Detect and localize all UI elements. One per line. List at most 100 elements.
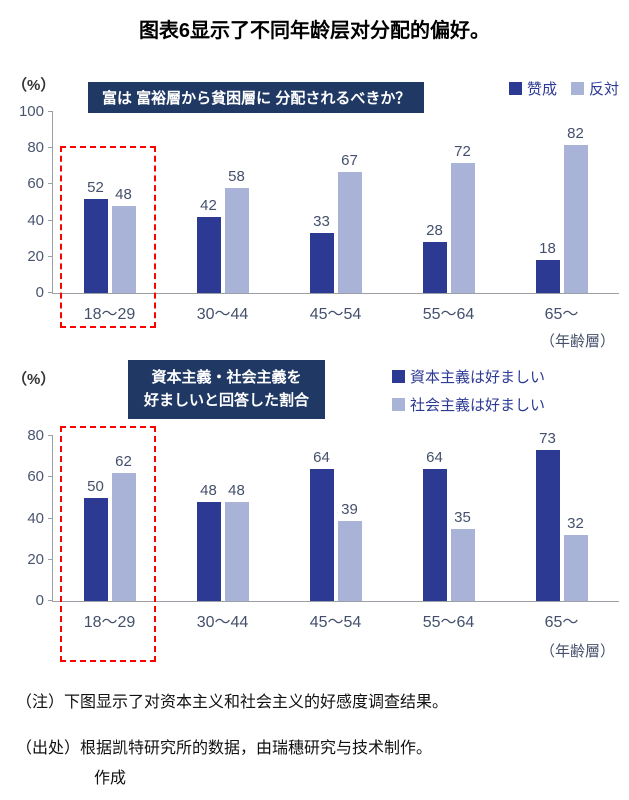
chart-title-box: 富は 富裕層から貧困層に 分配されるべきか？ <box>88 82 425 113</box>
chart-title-line-1: 資本主義・社会主義を <box>151 369 302 386</box>
bar <box>224 502 249 601</box>
y-tick-label: 60 <box>27 175 44 193</box>
bar <box>196 502 221 601</box>
y-tick-mark <box>48 517 53 519</box>
bar-value-label: 42 <box>200 196 217 214</box>
bar-value-label: 32 <box>567 515 584 532</box>
bar-value-label: 39 <box>341 500 358 518</box>
bar-value-label: 28 <box>426 222 443 240</box>
footnote-1: （注）下图显示了对资本主义和社会主义的好感度调查结果。 <box>16 694 449 711</box>
bar <box>422 469 447 601</box>
page-title: 图表6显示了不同年龄层对分配的偏好。 <box>138 20 491 42</box>
bar <box>563 144 588 293</box>
y-tick-label: 40 <box>27 211 44 229</box>
bar <box>196 216 221 293</box>
legend: 赞成 反対 <box>508 78 619 99</box>
bar-value-label: 52 <box>87 178 104 196</box>
bar-groups: 50 62 18～29 48 48 30～44 64 39 45～54 64 35 55～64 73 32… <box>53 430 618 631</box>
category-label: 65～ <box>544 306 579 323</box>
bar <box>535 450 560 601</box>
bar-with-label: 18 <box>535 240 560 293</box>
y-tick-mark <box>48 476 53 478</box>
bar-value-label: 82 <box>567 124 584 142</box>
category-label: 45～54 <box>309 614 362 631</box>
bar-with-label: 35 <box>450 508 475 601</box>
bar-with-label: 64 <box>309 449 334 601</box>
bar-with-label: 42 <box>196 196 221 293</box>
y-tick-label: 20 <box>27 247 44 265</box>
legend-item-socialism: 社会主義は好ましい <box>392 394 545 415</box>
category-label: 30～44 <box>196 614 249 631</box>
bar-groups: 52 48 18～29 42 58 30～44 33 67 45～54 28 72 55～64 18 82… <box>53 112 618 323</box>
x-axis-note: （年齢層） <box>539 333 615 350</box>
legend-label: 反対 <box>588 81 619 98</box>
category-label: 30～44 <box>196 306 249 323</box>
bar-value-label: 62 <box>115 453 132 471</box>
category-label: 18～29 <box>83 614 136 631</box>
bar-with-label: 48 <box>224 482 249 601</box>
bar-group: 42 58 30～44 <box>166 112 279 323</box>
bar-with-label: 48 <box>196 482 221 601</box>
bar-group: 50 62 18～29 <box>53 436 166 631</box>
legend-label: 赞成 <box>526 81 557 98</box>
bar-with-label: 67 <box>337 151 362 293</box>
bar-group: 73 32 65～ <box>505 430 618 631</box>
bar-value-label: 58 <box>228 168 245 186</box>
bar-with-label: 50 <box>83 478 108 601</box>
legend-label: 資本主義は好ましい <box>410 369 546 386</box>
bar <box>563 535 588 601</box>
bar-value-label: 64 <box>426 449 443 466</box>
y-axis-unit-label: （%） <box>12 371 56 388</box>
bar <box>111 473 136 601</box>
y-axis-unit-label: （%） <box>12 77 56 94</box>
legend-swatch-dark-icon <box>508 82 522 95</box>
bar-with-label: 62 <box>111 453 136 601</box>
bar-with-label: 58 <box>224 168 249 293</box>
bar <box>535 260 560 293</box>
y-tick-label: 80 <box>27 427 44 444</box>
bar-group: 52 48 18～29 <box>53 112 166 323</box>
bar-value-label: 64 <box>313 449 330 466</box>
bar <box>422 242 447 293</box>
legend-item-oppose: 反対 <box>570 78 619 99</box>
category-label: 45～54 <box>309 306 362 323</box>
bar <box>83 497 108 601</box>
bar-value-label: 67 <box>341 151 358 169</box>
bar-with-label: 48 <box>111 186 136 293</box>
chart-title-box: 資本主義・社会主義を 好ましいと回答した割合 <box>128 360 326 419</box>
bar-value-label: 48 <box>200 482 217 499</box>
highlight-box-18-29 <box>60 146 156 328</box>
legend-label: 社会主義は好ましい <box>410 397 546 414</box>
y-tick-mark <box>48 558 53 560</box>
bar-with-label: 52 <box>83 178 108 293</box>
x-axis-note: （年齢層） <box>539 643 615 660</box>
bar <box>450 162 475 293</box>
bar-with-label: 32 <box>563 515 588 601</box>
bar-with-label: 28 <box>422 222 447 293</box>
bar-with-label: 33 <box>309 213 334 293</box>
bar-value-label: 18 <box>539 240 556 258</box>
legend-swatch-dark-icon <box>392 370 405 383</box>
y-tick-mark <box>48 292 53 293</box>
bar-group: 18 82 65～ <box>505 112 618 323</box>
chart-title-line-2: 好ましいと回答した割合 <box>144 392 310 410</box>
y-tick-mark <box>48 219 53 221</box>
highlight-box-18-29 <box>60 426 156 662</box>
bar-value-label: 35 <box>454 508 471 526</box>
bar-with-label: 64 <box>422 449 447 601</box>
footnote-3: 作成 <box>94 770 127 787</box>
category-label: 55～64 <box>422 614 475 631</box>
chart-capitalism-socialism: （%） 資本主義・社会主義を 好ましいと回答した割合 資本主義は好ましい 社会主… <box>0 354 629 666</box>
bar-group: 64 39 45～54 <box>279 436 392 631</box>
bar-value-label: 73 <box>539 430 556 448</box>
plot-area <box>48 111 619 294</box>
y-tick-mark <box>48 435 53 436</box>
bar-group: 48 48 30～44 <box>166 436 279 631</box>
bar-group: 64 35 55～64 <box>392 436 505 631</box>
bar <box>83 198 108 293</box>
bar-group: 28 72 55～64 <box>392 112 505 323</box>
y-tick-label: 100 <box>18 103 44 120</box>
y-tick-label: 20 <box>27 550 44 568</box>
bar-with-label: 72 <box>450 143 475 293</box>
bar-value-label: 48 <box>228 482 245 499</box>
